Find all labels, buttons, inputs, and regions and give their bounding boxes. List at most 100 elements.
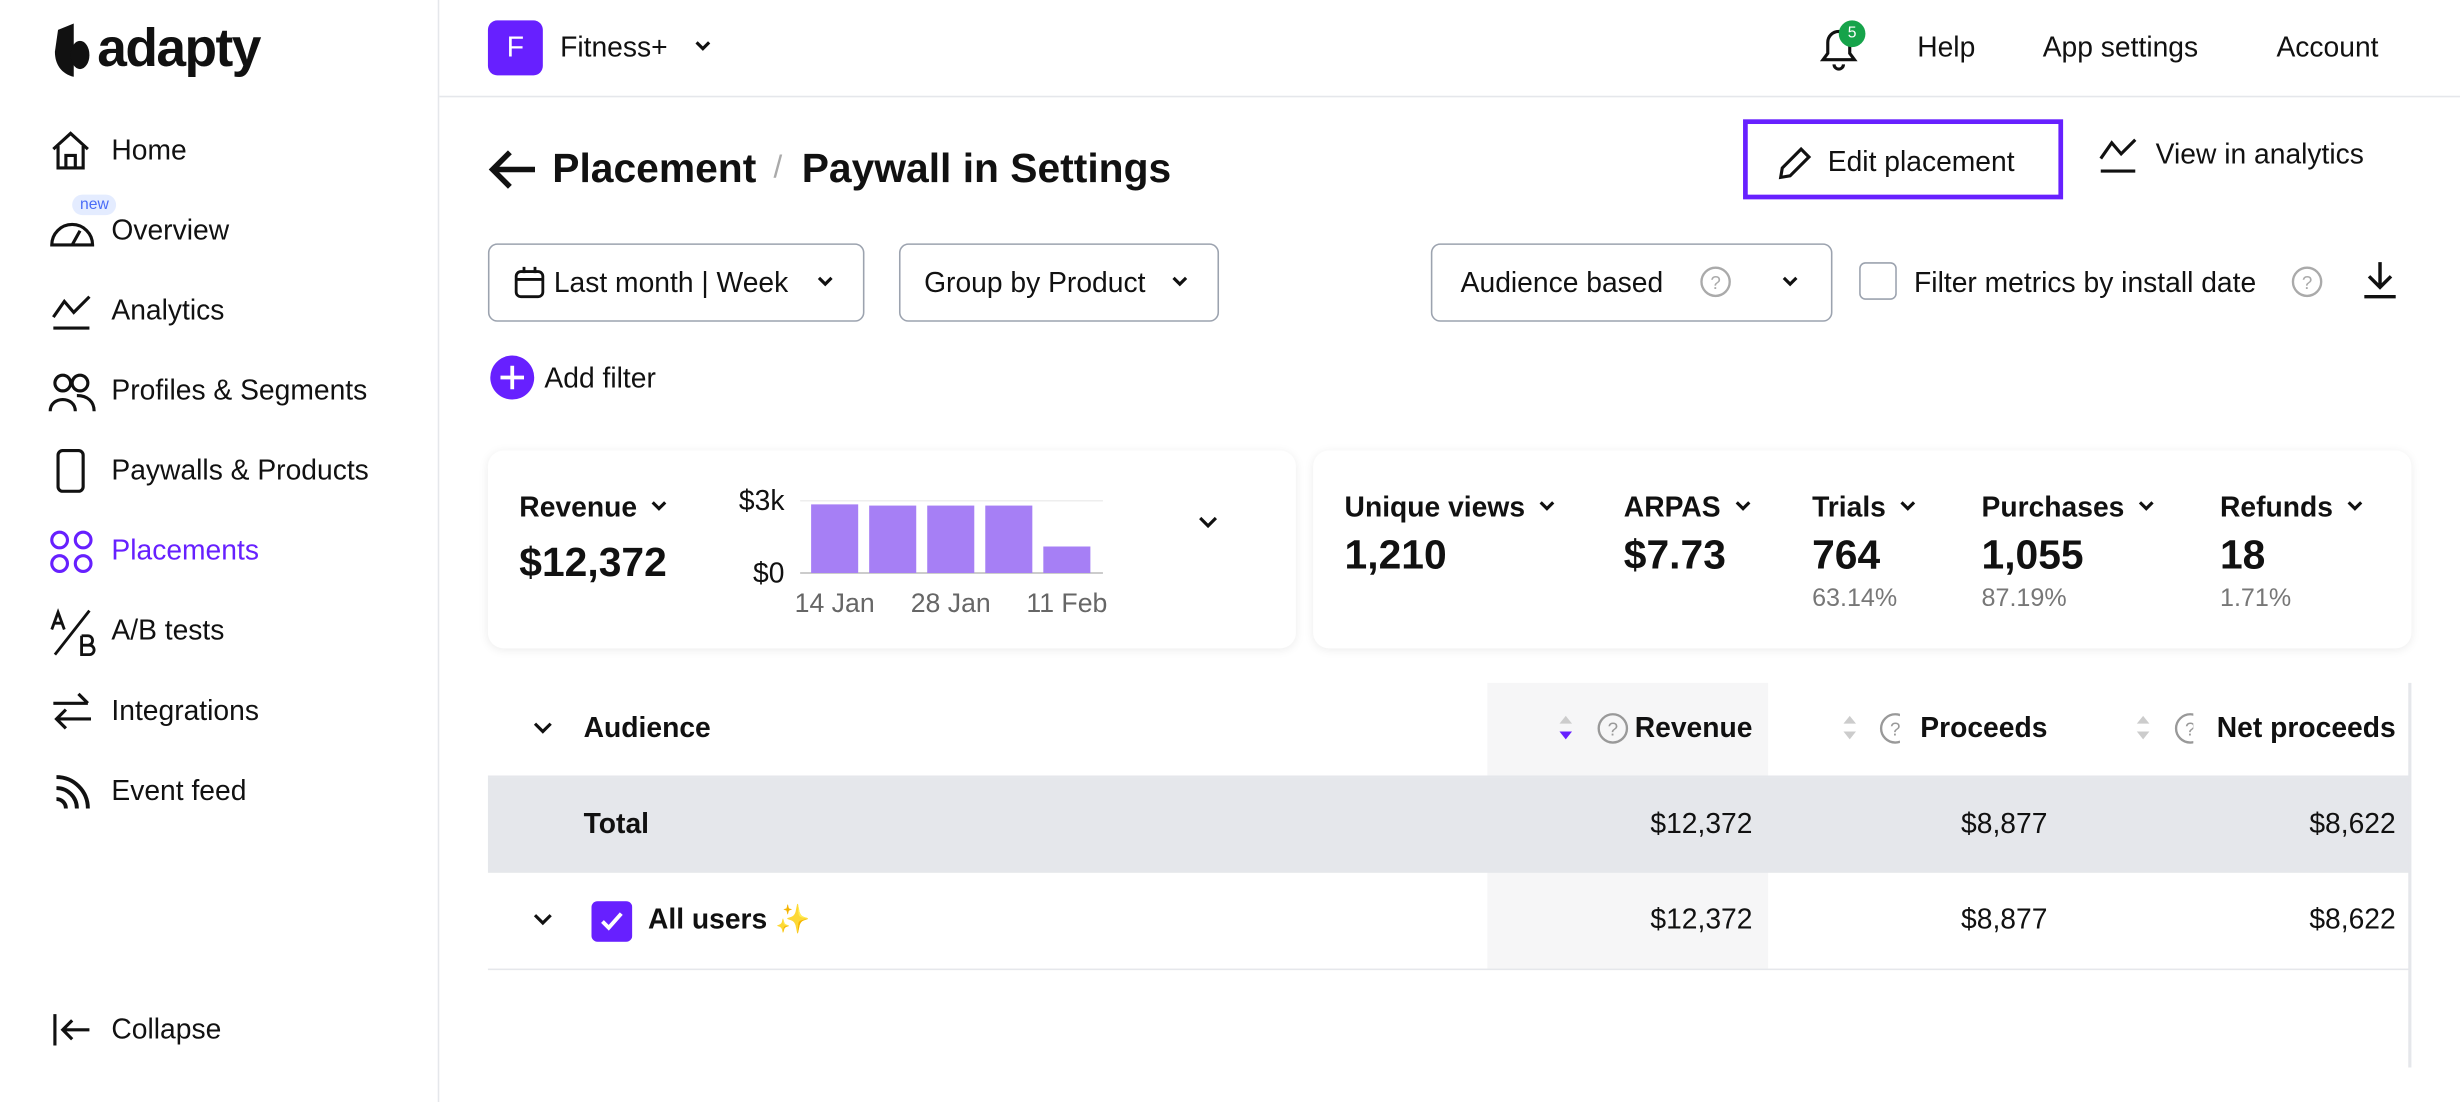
checkbox-checked[interactable] bbox=[591, 901, 633, 942]
overview-icon bbox=[50, 222, 95, 247]
collapse[interactable]: Collapse bbox=[111, 1013, 222, 1045]
help-icon: ? bbox=[1700, 266, 1731, 298]
chevron bbox=[695, 41, 711, 51]
feed-icon bbox=[56, 775, 90, 809]
app-icon[interactable]: F bbox=[487, 20, 543, 76]
sort-icons[interactable]: ? bbox=[1553, 713, 1773, 748]
analytics-icon bbox=[52, 295, 91, 330]
chevron bbox=[1782, 276, 1798, 287]
edit-button[interactable] bbox=[1743, 119, 2064, 200]
column-header[interactable]: Audience bbox=[583, 711, 711, 744]
nav-item[interactable]: Paywalls & Products bbox=[111, 454, 369, 486]
metric-label[interactable]: Unique views bbox=[1344, 491, 1526, 523]
ab-icon bbox=[50, 608, 96, 657]
chevron[interactable] bbox=[532, 721, 554, 737]
collapse-icon bbox=[53, 1014, 90, 1046]
pencil-icon bbox=[1778, 146, 1812, 180]
bar bbox=[985, 505, 1033, 573]
group-label[interactable]: Group by Product bbox=[924, 266, 1146, 299]
metric-value: 18 bbox=[2219, 530, 2266, 578]
mini-chart: $0 $3k 14 Jan 28 Jan 11 Feb bbox=[739, 484, 1107, 618]
metric-value: 764 bbox=[1812, 530, 1881, 578]
svg-text:?: ? bbox=[1890, 718, 1900, 739]
y-tick-label: $3k bbox=[739, 484, 785, 516]
date-select[interactable] bbox=[487, 243, 865, 322]
chevron[interactable] bbox=[532, 912, 554, 928]
nav-item[interactable]: Analytics bbox=[111, 294, 225, 326]
nav-item-active[interactable]: Placements bbox=[111, 534, 259, 566]
cell: $12,372 bbox=[1650, 903, 1753, 935]
svg-text:?: ? bbox=[2302, 272, 2312, 293]
logo[interactable]: adapty bbox=[97, 18, 261, 79]
metric-label[interactable]: Trials bbox=[1812, 491, 1886, 523]
nav-item[interactable]: Integrations bbox=[111, 694, 259, 727]
svg-text:?: ? bbox=[1710, 272, 1720, 293]
metric-value: $12,372 bbox=[519, 538, 667, 586]
install-filter-label[interactable]: Filter metrics by install date bbox=[1914, 266, 2257, 299]
metric-label[interactable]: Refunds bbox=[2219, 491, 2333, 523]
top-link[interactable]: Help bbox=[1917, 31, 1976, 63]
bar bbox=[927, 505, 975, 573]
back-icon[interactable] bbox=[488, 148, 538, 192]
metric-value: $7.73 bbox=[1623, 530, 1726, 578]
group-select[interactable] bbox=[898, 243, 1220, 322]
x-tick-label: 11 Feb bbox=[1026, 588, 1107, 618]
column-header[interactable]: Proceeds bbox=[1920, 711, 2048, 744]
audience-label[interactable]: Audience based bbox=[1460, 266, 1664, 299]
cell: Total bbox=[583, 807, 650, 840]
column-header[interactable]: Net proceeds bbox=[2216, 711, 2396, 744]
x-tick-label: 28 Jan bbox=[911, 588, 991, 618]
cell: $12,372 bbox=[1650, 807, 1753, 840]
metric-label[interactable]: ARPAS bbox=[1623, 491, 1721, 523]
audience-select[interactable] bbox=[1430, 243, 1833, 322]
chevron bbox=[817, 276, 833, 287]
home-icon bbox=[52, 131, 89, 170]
top-link[interactable]: Account bbox=[2276, 31, 2379, 63]
paywalls-icon bbox=[56, 448, 85, 493]
download-icon[interactable] bbox=[2361, 259, 2399, 300]
bar bbox=[869, 505, 917, 573]
metric-sub: 63.14% bbox=[1812, 585, 1898, 613]
metrics-card bbox=[1313, 450, 2412, 649]
chevron bbox=[1735, 501, 1751, 511]
scroll-edge bbox=[2408, 682, 2412, 1068]
chevron bbox=[2138, 501, 2154, 511]
chevron bbox=[1900, 501, 1916, 511]
breadcrumb-item[interactable]: Placement bbox=[552, 144, 757, 192]
analytics-icon bbox=[2099, 138, 2137, 173]
chevron[interactable] bbox=[1197, 515, 1219, 531]
checkbox[interactable] bbox=[1859, 262, 1897, 300]
sort-icons[interactable]: ? bbox=[1837, 713, 1900, 748]
metric-value: 1,210 bbox=[1344, 530, 1447, 578]
date-label[interactable]: Last month | Week bbox=[553, 266, 789, 299]
column-header[interactable]: Revenue bbox=[1634, 711, 1753, 744]
view-analytics[interactable]: View in analytics bbox=[2155, 138, 2364, 170]
cell: $8,622 bbox=[2309, 807, 2396, 840]
row-border bbox=[487, 968, 2410, 971]
nav-item[interactable]: Profiles & Segments bbox=[111, 374, 368, 406]
metric-label[interactable]: Purchases bbox=[1981, 491, 2125, 523]
top-link[interactable]: App settings bbox=[2042, 31, 2199, 63]
chevron bbox=[2347, 501, 2363, 511]
sidebar bbox=[0, 0, 440, 1102]
nav-item[interactable]: Overview bbox=[111, 214, 230, 246]
add-icon[interactable] bbox=[489, 355, 535, 401]
svg-text:?: ? bbox=[2185, 718, 2193, 739]
add-filter[interactable]: Add filter bbox=[544, 362, 656, 395]
notification-count: 5 bbox=[1838, 20, 1866, 48]
nav-item[interactable]: Home bbox=[111, 134, 187, 166]
metric-label[interactable]: Revenue bbox=[519, 491, 638, 523]
metric-sub: 87.19% bbox=[1981, 585, 2067, 613]
nav-item[interactable]: A/B tests bbox=[111, 614, 225, 646]
app-name[interactable]: Fitness+ bbox=[560, 31, 668, 63]
x-tick-label: 14 Jan bbox=[795, 588, 875, 618]
y-tick-label: $0 bbox=[753, 556, 784, 588]
edit-label[interactable]: Edit placement bbox=[1827, 145, 2015, 178]
calendar-icon bbox=[514, 266, 545, 299]
sort-icons[interactable]: ? bbox=[2131, 713, 2194, 748]
nav-item[interactable]: Event feed bbox=[111, 774, 247, 807]
cell: $8,622 bbox=[2309, 903, 2396, 935]
chevron bbox=[651, 501, 667, 511]
